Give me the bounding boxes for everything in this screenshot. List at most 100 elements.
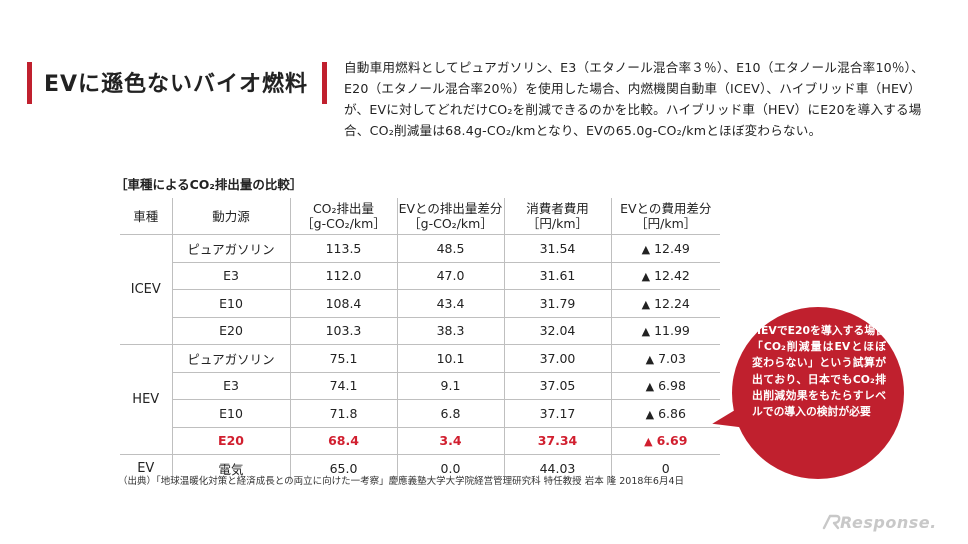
callout-text: HEVでE20を導入する場合「CO₂削減量はEVとほぼ変わらない」という試算が出… [752, 324, 886, 419]
header-emission-unit: ［g-CO₂/km］ [301, 216, 386, 231]
table-row: E3 74.1 9.1 37.05 ▲ 6.98 [120, 371, 720, 400]
triangle-marker-icon: ▲ [641, 270, 651, 284]
cost-diff-value: 6.98 [658, 378, 686, 394]
header-cost-unit: ［円/km］ [526, 216, 589, 231]
group-hev: HEV [120, 344, 173, 455]
triangle-marker-icon: ▲ [645, 380, 655, 394]
cell-cost: 32.04 [503, 316, 612, 345]
cost-diff-value: 12.49 [654, 240, 690, 256]
cell-cost: 37.34 [503, 426, 612, 455]
triangle-marker-icon: ▲ [644, 435, 653, 449]
cell-cost: 37.00 [503, 344, 612, 373]
table-row: E3 112.0 47.0 31.61 ▲ 12.42 [120, 261, 720, 290]
cell-emission: 71.8 [289, 399, 398, 428]
cell-power: E3 [172, 261, 291, 290]
cost-diff-value: 6.86 [658, 405, 686, 421]
cell-power: ピュアガソリン [171, 344, 291, 373]
header-cost: 消費者費用 ［円/km］ [503, 198, 612, 235]
cell-cost-diff: ▲ 6.86 [610, 399, 720, 428]
cell-ev-diff: 0.0 [396, 454, 505, 482]
table-header-row: 車種 動力源 CO₂排出量 ［g-CO₂/km］ EVとの排出量差分 ［g-CO₂/… [120, 198, 720, 235]
cell-cost-diff: ▲ 12.42 [610, 261, 720, 290]
cell-emission: 112.0 [289, 261, 398, 290]
header-ev-diff: EVとの排出量差分 ［g-CO₂/km］ [396, 198, 505, 235]
emissions-comparison-table: 車種 動力源 CO₂排出量 ［g-CO₂/km］ EVとの排出量差分 ［g-CO₂/… [120, 198, 720, 482]
cell-cost: 37.17 [503, 399, 612, 428]
cell-ev-diff: 38.3 [396, 316, 505, 345]
cell-emission: 74.1 [289, 371, 398, 400]
header-power-label: 動力源 [212, 208, 250, 224]
description-accent-bar [322, 62, 327, 104]
table-row-highlighted: E20 68.4 3.4 37.34 ▲ 6.69 [120, 426, 720, 455]
cell-cost-diff: 0 [610, 454, 720, 482]
triangle-marker-icon: ▲ [645, 407, 655, 421]
response-logo-icon [822, 514, 841, 530]
cost-diff-value: 12.24 [654, 295, 690, 311]
cell-ev-diff: 10.1 [396, 344, 505, 373]
cell-cost-diff: ▲ 6.98 [610, 371, 720, 400]
cell-emission: 103.3 [289, 316, 398, 345]
description-text: 自動車用燃料としてピュアガソリン、E3（エタノール混合率３％）、E10（エタノー… [344, 60, 924, 138]
cell-cost-diff: ▲ 11.99 [610, 316, 720, 345]
cell-ev-diff: 9.1 [396, 371, 505, 400]
source-citation: （出典）「地球温暖化対策と経済成長との両立に向けた一考察」慶應義塾大学大学院経営… [118, 476, 685, 487]
header-cost-diff-label: EVとの費用差分 [620, 201, 712, 216]
cell-power: 電気 [171, 454, 291, 482]
header-ev-diff-unit: ［g-CO₂/km］ [408, 216, 493, 231]
group-ev: EV [120, 454, 173, 482]
table-row: E20 103.3 38.3 32.04 ▲ 11.99 [120, 316, 720, 345]
cell-emission: 65.0 [289, 454, 398, 482]
cell-emission: 75.1 [289, 344, 398, 373]
triangle-marker-icon: ▲ [641, 325, 651, 339]
cell-cost-diff: ▲ 6.69 [610, 426, 720, 455]
cost-diff-value: 12.42 [654, 268, 690, 284]
cell-ev-diff: 43.4 [396, 289, 505, 318]
cell-power: E20 [172, 316, 291, 345]
cell-power: E10 [172, 289, 291, 318]
cell-cost-diff: ▲ 7.03 [610, 344, 720, 373]
cost-diff-value: 0 [661, 460, 670, 476]
cost-diff-value: 6.69 [656, 433, 688, 449]
cell-cost: 31.79 [503, 289, 612, 318]
cell-cost-diff: ▲ 12.49 [610, 234, 720, 263]
cell-power: ピュアガソリン [171, 234, 291, 263]
header-vehicle-label: 車種 [133, 208, 159, 224]
cell-emission: 108.4 [289, 289, 398, 318]
page-title: EVに遜色ないバイオ燃料 [44, 72, 309, 97]
table-row: EV 電気 65.0 0.0 44.03 0 [120, 454, 720, 482]
cell-cost: 31.61 [503, 261, 612, 290]
cell-cost: 31.54 [503, 234, 612, 263]
header-emission-label: CO₂排出量 [312, 201, 375, 216]
triangle-marker-icon: ▲ [641, 242, 651, 256]
cell-ev-diff: 47.0 [396, 261, 505, 290]
header-vehicle: 車種 [120, 198, 173, 235]
header-ev-diff-label: EVとの排出量差分 [398, 201, 503, 216]
table-row: E10 108.4 43.4 31.79 ▲ 12.24 [120, 289, 720, 318]
cell-ev-diff: 48.5 [396, 234, 505, 263]
cost-diff-value: 11.99 [654, 323, 690, 339]
cell-cost-diff: ▲ 12.24 [610, 289, 720, 318]
table-row: HEV ピュアガソリン 75.1 10.1 37.00 ▲ 7.03 [120, 344, 720, 455]
cell-emission: 113.5 [289, 234, 398, 263]
cell-power: E20 [172, 426, 291, 455]
group-icev: ICEV [120, 234, 173, 345]
cell-power: E3 [172, 371, 291, 400]
header-cost-diff-unit: ［円/km］ [635, 216, 697, 231]
cost-diff-value: 7.03 [658, 350, 686, 366]
cell-emission: 68.4 [289, 426, 398, 455]
header-power: 動力源 [171, 198, 291, 235]
cell-ev-diff: 3.4 [396, 426, 505, 455]
table-row: E10 71.8 6.8 37.17 ▲ 6.86 [120, 399, 720, 428]
table-row: ICEV ピュアガソリン 113.5 48.5 31.54 ▲ 12.49 [120, 234, 720, 345]
callout-bubble: HEVでE20を導入する場合「CO₂削減量はEVとほぼ変わらない」という試算が出… [732, 307, 904, 479]
triangle-marker-icon: ▲ [641, 297, 651, 311]
header-cost-label: 消費者費用 [526, 201, 589, 216]
cell-ev-diff: 6.8 [396, 399, 505, 428]
cell-power: E10 [172, 399, 291, 428]
title-accent-bar [27, 62, 32, 104]
header-emission: CO₂排出量 ［g-CO₂/km］ [289, 198, 398, 235]
header-cost-diff: EVとの費用差分 ［円/km］ [610, 198, 720, 235]
cell-cost: 37.05 [503, 371, 612, 400]
response-logo-text: Response. [840, 513, 937, 532]
table-caption: ［車種によるCO₂排出量の比較］ [115, 177, 303, 192]
